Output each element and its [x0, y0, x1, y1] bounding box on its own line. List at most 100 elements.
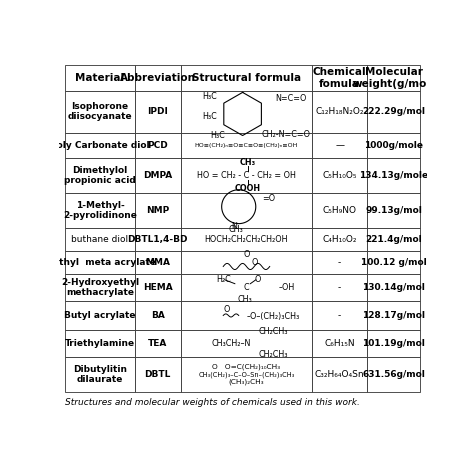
Text: DMPA: DMPA	[143, 171, 173, 180]
Text: Dimethylol
propionic acid: Dimethylol propionic acid	[64, 166, 136, 186]
Text: Structures and molecular weights of chemicals used in this work.: Structures and molecular weights of chem…	[65, 399, 360, 407]
Text: CH₃: CH₃	[237, 295, 252, 304]
Text: C₃₂H₆₄O₄Sn: C₃₂H₆₄O₄Sn	[315, 370, 365, 379]
Bar	[312, 158, 367, 193]
Text: =O: =O	[262, 194, 275, 204]
Text: Chemical
fomula: Chemical fomula	[313, 67, 366, 89]
Text: H₃C: H₃C	[203, 92, 218, 101]
Bar	[312, 65, 367, 91]
Bar	[135, 133, 181, 158]
Text: 101.19g/mol: 101.19g/mol	[362, 339, 425, 348]
Text: DBTL: DBTL	[145, 370, 171, 379]
Text: Poly Carbonate diol: Poly Carbonate diol	[50, 141, 150, 150]
Text: CH₂CH₃: CH₂CH₃	[258, 351, 288, 359]
Bar	[181, 158, 312, 193]
Text: buthane diol: buthane diol	[72, 235, 128, 244]
Text: Material: Material	[75, 73, 125, 83]
Text: –O–(CH₂)₃CH₃: –O–(CH₂)₃CH₃	[246, 312, 300, 321]
Bar	[367, 301, 420, 330]
Bar	[135, 301, 181, 330]
Bar	[181, 330, 312, 357]
Text: 130.14g/mol: 130.14g/mol	[362, 283, 425, 292]
Bar	[367, 158, 420, 193]
Text: O: O	[255, 275, 261, 284]
Text: -: -	[338, 311, 341, 320]
Text: DBTL1,4-BD: DBTL1,4-BD	[128, 235, 188, 244]
Text: Dibutylitin
dilaurate: Dibutylitin dilaurate	[73, 365, 127, 384]
Bar	[135, 357, 181, 392]
Bar	[65, 65, 135, 91]
Text: O   O=C(CH₂)₁₀CH₃: O O=C(CH₂)₁₀CH₃	[212, 364, 281, 370]
Text: Isophorone
diisocyanate: Isophorone diisocyanate	[68, 102, 132, 121]
Bar	[65, 357, 135, 392]
Text: HO = CH₂ - C - CH₂ = OH: HO = CH₂ - C - CH₂ = OH	[197, 171, 296, 180]
Text: 100.12 g/mol: 100.12 g/mol	[361, 258, 427, 267]
Bar	[135, 274, 181, 301]
Text: —: —	[335, 141, 344, 150]
Text: C₁₂H₁₈N₂O₂: C₁₂H₁₈N₂O₂	[315, 107, 364, 116]
Text: 631.56g/mol: 631.56g/mol	[362, 370, 425, 379]
Text: NMP: NMP	[146, 206, 169, 215]
Text: Structural formula: Structural formula	[192, 73, 301, 83]
Text: MMA: MMA	[145, 258, 170, 267]
Text: O: O	[251, 258, 257, 267]
Bar	[65, 301, 135, 330]
Text: H₃C: H₃C	[210, 131, 225, 140]
Text: 1-Methyl-
2-pyrolidinone: 1-Methyl- 2-pyrolidinone	[63, 201, 137, 220]
Text: Molecular
weight(g/mol): Molecular weight(g/mol)	[352, 67, 435, 89]
Text: 222.29g/mol: 222.29g/mol	[362, 107, 425, 116]
Bar	[312, 193, 367, 228]
Text: IPDI: IPDI	[147, 107, 168, 116]
Text: COOH: COOH	[235, 184, 261, 193]
Bar	[312, 228, 367, 251]
Text: 221.4g/mol: 221.4g/mol	[365, 235, 422, 244]
Text: 1000g/mole: 1000g/mole	[365, 141, 423, 150]
Bar	[312, 251, 367, 274]
Bar	[367, 330, 420, 357]
Text: BA: BA	[151, 311, 164, 320]
Bar	[181, 228, 312, 251]
Bar	[65, 228, 135, 251]
Bar	[181, 251, 312, 274]
Bar	[367, 274, 420, 301]
Bar	[367, 251, 420, 274]
Bar	[312, 330, 367, 357]
Text: H₂C: H₂C	[216, 275, 230, 284]
Text: 99.13g/mol: 99.13g/mol	[365, 206, 422, 215]
Text: 128.17g/mol: 128.17g/mol	[362, 311, 425, 320]
Bar	[181, 357, 312, 392]
Text: C₄H₁₀O₂: C₄H₁₀O₂	[322, 235, 357, 244]
Bar	[367, 193, 420, 228]
Text: Methyl  meta acrylate: Methyl meta acrylate	[44, 258, 156, 267]
Bar	[135, 228, 181, 251]
Text: HOCH₂CH₂CH₂CH₂OH: HOCH₂CH₂CH₂CH₂OH	[205, 235, 288, 244]
Text: H₃C: H₃C	[203, 112, 218, 121]
Bar	[135, 193, 181, 228]
Bar	[181, 133, 312, 158]
Bar	[312, 91, 367, 133]
Bar	[65, 330, 135, 357]
Text: C₅H₉NO: C₅H₉NO	[323, 206, 356, 215]
Text: CH₃: CH₃	[240, 158, 256, 167]
Text: O: O	[243, 251, 250, 259]
Text: CH₃(CH₂)₃–C–O–Sn–(CH₂)₃CH₃: CH₃(CH₂)₃–C–O–Sn–(CH₂)₃CH₃	[198, 371, 295, 378]
Text: PCD: PCD	[147, 141, 168, 150]
Text: N=C=O: N=C=O	[275, 94, 307, 103]
Text: CH₃: CH₃	[228, 225, 243, 234]
Bar	[135, 158, 181, 193]
Text: C: C	[244, 283, 249, 292]
Bar	[65, 251, 135, 274]
Bar	[181, 301, 312, 330]
Bar	[367, 91, 420, 133]
Text: CH₂CH₃: CH₂CH₃	[258, 327, 288, 336]
Text: -: -	[338, 258, 341, 267]
Bar	[135, 91, 181, 133]
Bar	[65, 91, 135, 133]
Bar	[135, 330, 181, 357]
Bar	[181, 91, 312, 133]
Text: C₆H₁₅N: C₆H₁₅N	[324, 339, 355, 348]
Text: CH₃CH₂–N: CH₃CH₂–N	[211, 339, 251, 348]
Text: N: N	[231, 222, 237, 231]
Text: Abbreviation: Abbreviation	[120, 73, 196, 83]
Text: HEMA: HEMA	[143, 283, 173, 292]
